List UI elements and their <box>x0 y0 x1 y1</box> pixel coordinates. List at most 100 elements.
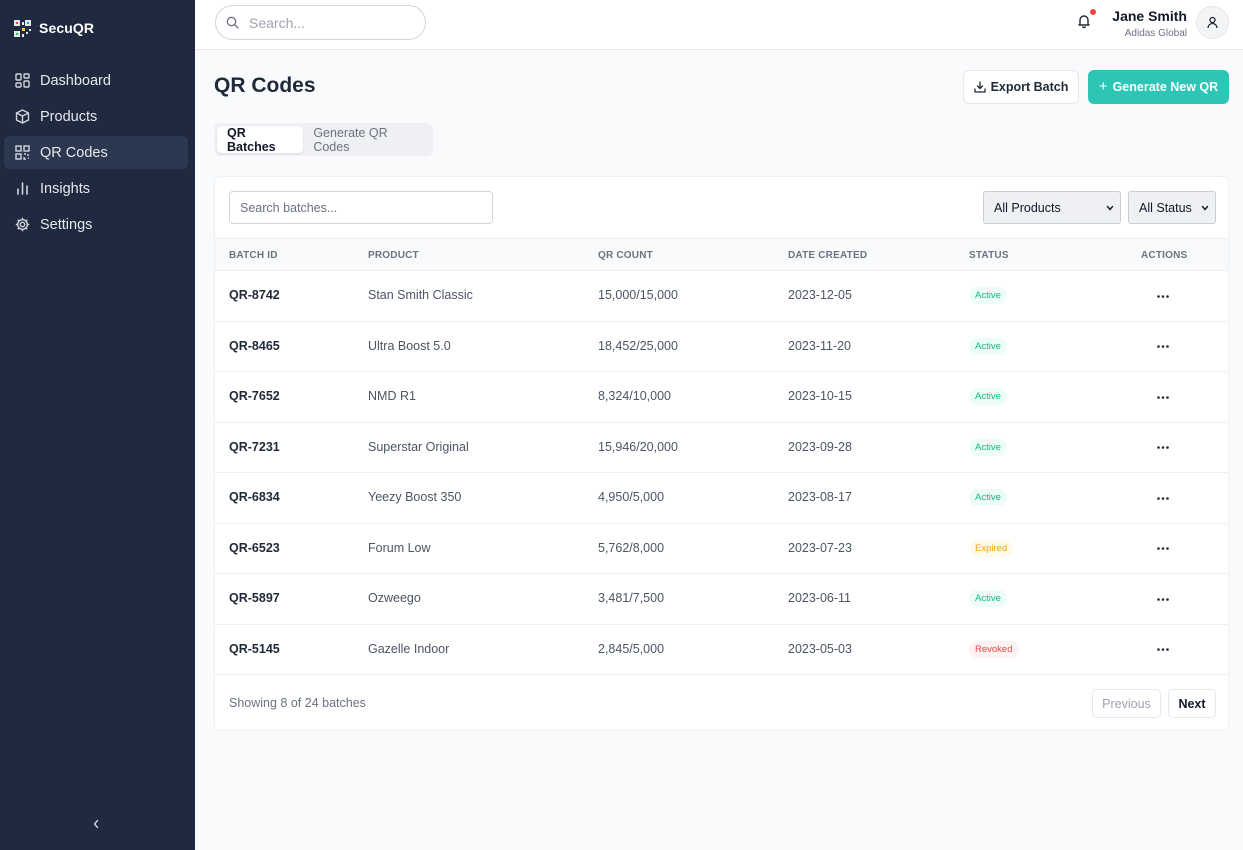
sidebar-item-dashboard[interactable]: Dashboard <box>4 64 188 97</box>
table-row[interactable]: QR-6523 Forum Low 5,762/8,000 2023-07-23… <box>215 524 1228 574</box>
user-name: Jane Smith <box>1112 8 1187 24</box>
date-created: 2023-10-15 <box>788 389 852 403</box>
sidebar-item-qr-codes[interactable]: QR Codes <box>4 136 188 169</box>
more-actions-icon[interactable] <box>1155 542 1171 556</box>
search-icon <box>226 16 240 30</box>
batch-id[interactable]: QR-6834 <box>229 490 280 504</box>
export-batch-label: Export Batch <box>990 80 1069 94</box>
chevron-down-icon <box>1106 204 1114 212</box>
next-page-button[interactable]: Next <box>1168 689 1216 718</box>
date-created: 2023-05-03 <box>788 641 852 656</box>
qr-count: 15,946/20,000 <box>598 439 678 454</box>
batch-id[interactable]: QR-5145 <box>229 641 280 656</box>
status-badge: Active <box>969 337 1007 355</box>
qr-count: 3,481/7,500 <box>598 591 665 605</box>
product-name: Ultra Boost 5.0 <box>368 338 451 353</box>
notification-dot <box>1090 9 1096 15</box>
avatar[interactable] <box>1196 6 1229 39</box>
global-search[interactable] <box>215 5 426 40</box>
more-actions-icon[interactable] <box>1155 289 1171 303</box>
export-batch-button[interactable]: Export Batch <box>963 70 1079 104</box>
date-created: 2023-06-11 <box>788 591 852 605</box>
batch-id[interactable]: QR-6523 <box>229 540 280 555</box>
user-info[interactable]: Jane Smith Adidas Global <box>1112 8 1187 41</box>
sidebar-item-label: Insights <box>40 180 90 197</box>
product-name: Gazelle Indoor <box>368 641 450 656</box>
table-row[interactable]: QR-7652 NMD R1 8,324/10,000 2023-10-15 A… <box>215 372 1228 423</box>
product-name: Superstar Original <box>368 439 469 454</box>
brand[interactable]: SecuQR <box>14 18 94 38</box>
product-name: Yeezy Boost 350 <box>368 490 462 504</box>
date-created: 2023-08-17 <box>788 490 852 504</box>
qr-count: 2,845/5,000 <box>598 641 665 656</box>
status-filter-value: All Status <box>1139 200 1192 215</box>
table-row[interactable]: QR-5897 Ozweego 3,481/7,500 2023-06-11 A… <box>215 574 1228 625</box>
status-badge: Active <box>969 438 1007 456</box>
topbar: Jane Smith Adidas Global <box>195 0 1243 50</box>
tab-generate-qr-codes[interactable]: Generate QR Codes <box>313 125 388 154</box>
bell-icon <box>1078 15 1090 29</box>
more-actions-icon[interactable] <box>1155 390 1171 404</box>
search-input[interactable] <box>249 14 399 31</box>
status-badge: Active <box>969 590 1007 607</box>
qr-logo-icon <box>14 19 31 37</box>
qr-count: 4,950/5,000 <box>598 490 665 504</box>
column-header-product: PRODUCT <box>368 250 419 261</box>
date-created: 2023-09-28 <box>788 439 852 454</box>
table-row[interactable]: QR-7231 Superstar Original 15,946/20,000… <box>215 423 1228 473</box>
table-row[interactable]: QR-6834 Yeezy Boost 350 4,950/5,000 2023… <box>215 473 1228 524</box>
sidebar: SecuQR Dashboard Products QR Codes Insig… <box>0 0 195 850</box>
qr-count: 18,452/25,000 <box>598 338 678 353</box>
sidebar-item-settings[interactable]: Settings <box>4 208 188 241</box>
batch-id[interactable]: QR-8465 <box>229 338 280 353</box>
sidebar-item-insights[interactable]: Insights <box>4 172 188 205</box>
column-header-actions: ACTIONS <box>1141 250 1188 261</box>
generate-new-qr-button[interactable]: + Generate New QR <box>1088 70 1229 104</box>
table-row[interactable]: QR-5145 Gazelle Indoor 2,845/5,000 2023-… <box>215 625 1228 675</box>
column-header-status: STATUS <box>969 250 1009 261</box>
sidebar-item-label: Settings <box>40 216 93 233</box>
more-actions-icon[interactable] <box>1155 441 1171 455</box>
bar-chart-icon <box>14 181 30 197</box>
previous-page-button[interactable]: Previous <box>1092 689 1161 718</box>
status-filter-select[interactable]: All Status <box>1128 191 1216 224</box>
column-header-batch-id: BATCH ID <box>229 250 278 261</box>
batch-search-input[interactable] <box>229 191 493 224</box>
qr-count: 5,762/8,000 <box>598 540 665 555</box>
batch-id[interactable]: QR-5897 <box>229 591 280 605</box>
qr-code-icon <box>14 145 30 161</box>
collapse-sidebar-button[interactable] <box>88 816 104 832</box>
product-filter-select[interactable]: All Products <box>983 191 1121 224</box>
column-header-qr-count: QR COUNT <box>598 250 653 261</box>
sidebar-item-products[interactable]: Products <box>4 100 188 133</box>
page-title: QR Codes <box>214 74 316 97</box>
box-icon <box>14 109 30 125</box>
qr-count: 15,000/15,000 <box>598 288 678 302</box>
table-header: BATCH ID PRODUCT QR COUNT DATE CREATED S… <box>215 238 1228 271</box>
more-actions-icon[interactable] <box>1155 643 1171 657</box>
table-body: QR-8742 Stan Smith Classic 15,000/15,000… <box>215 271 1228 675</box>
batch-id[interactable]: QR-7231 <box>229 439 280 454</box>
user-organization: Adidas Global <box>1124 28 1187 39</box>
download-icon <box>973 81 986 93</box>
product-name: Ozweego <box>368 591 421 605</box>
more-actions-icon[interactable] <box>1155 491 1171 505</box>
table-row[interactable]: QR-8742 Stan Smith Classic 15,000/15,000… <box>215 271 1228 322</box>
notifications-button[interactable] <box>1076 9 1096 31</box>
table-row[interactable]: QR-8465 Ultra Boost 5.0 18,452/25,000 20… <box>215 322 1228 372</box>
status-badge: Expired <box>969 539 1014 557</box>
gear-icon <box>14 217 30 233</box>
tab-bar: QR Batches Generate QR Codes <box>214 123 433 156</box>
dashboard-icon <box>14 73 30 89</box>
status-badge: Active <box>969 489 1007 506</box>
tab-qr-batches[interactable]: QR Batches <box>217 126 304 154</box>
status-badge: Active <box>969 287 1007 304</box>
user-icon <box>1207 16 1218 29</box>
more-actions-icon[interactable] <box>1155 592 1171 606</box>
product-name: NMD R1 <box>368 389 416 403</box>
batch-id[interactable]: QR-7652 <box>229 389 280 403</box>
more-actions-icon[interactable] <box>1155 340 1171 354</box>
batches-card: All Products All Status BATCH ID PRODUCT… <box>214 176 1229 731</box>
sidebar-item-label: Dashboard <box>40 72 111 89</box>
batch-id[interactable]: QR-8742 <box>229 288 280 302</box>
